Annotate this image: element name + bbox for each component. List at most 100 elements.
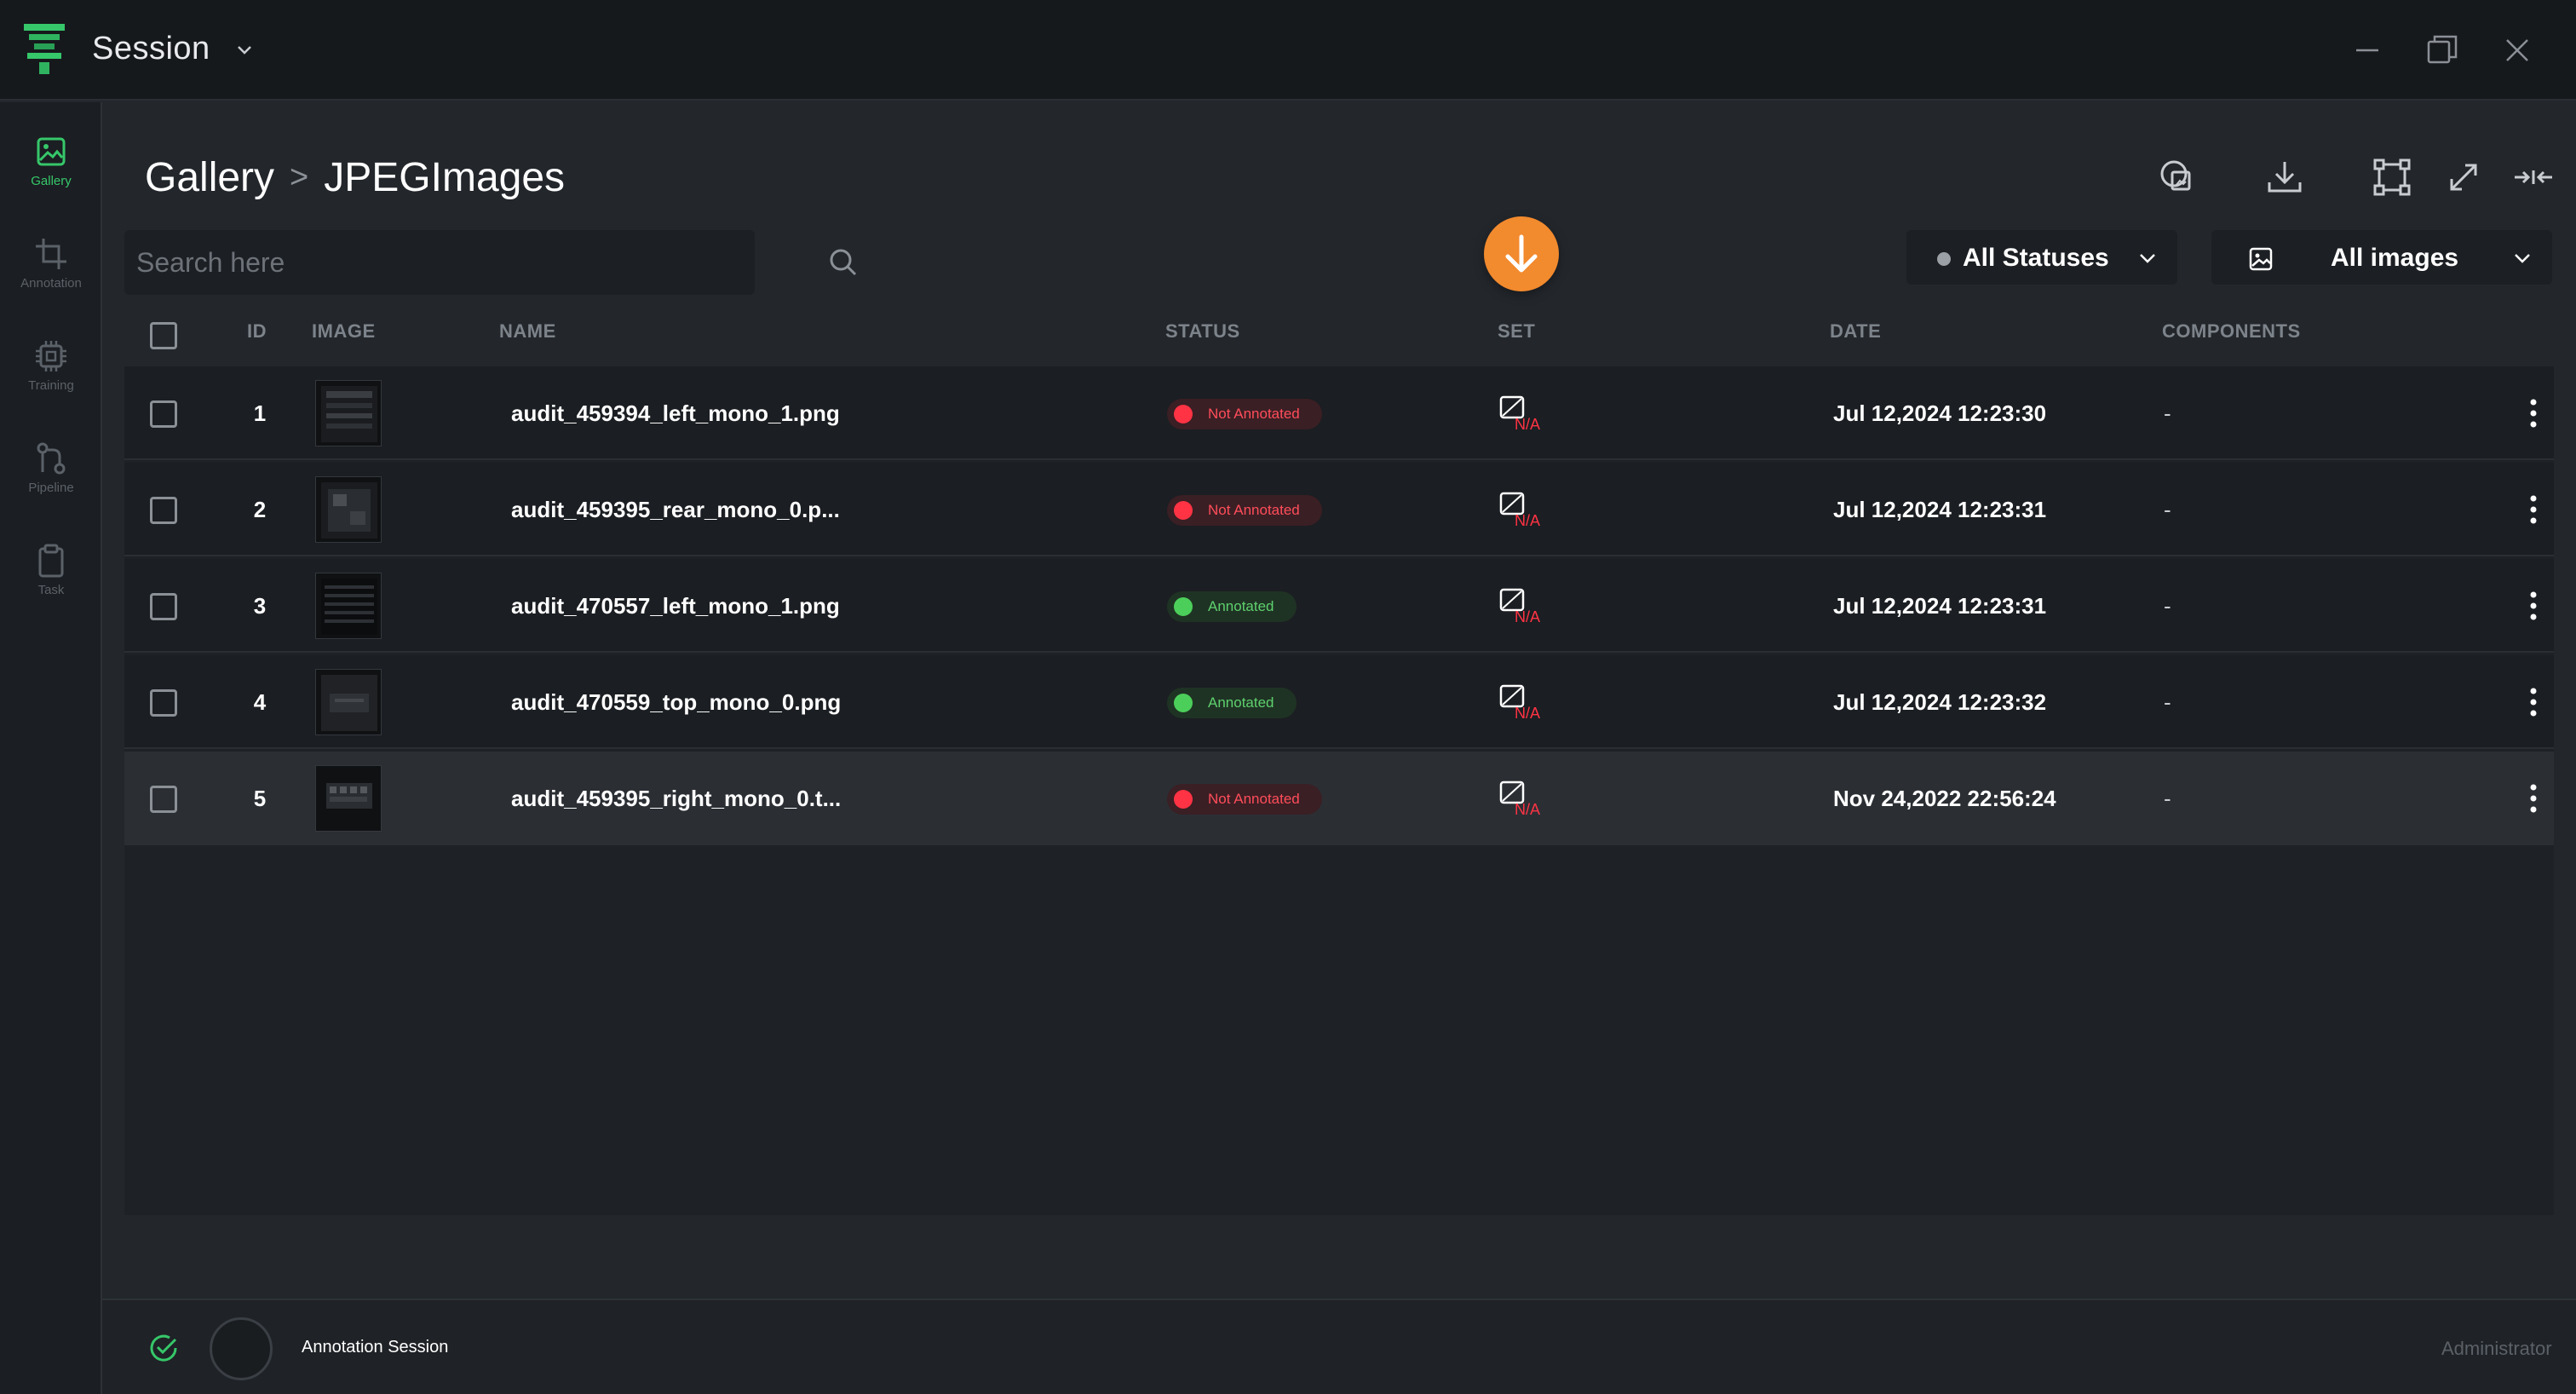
- status-filter-dropdown[interactable]: All Statuses: [1906, 230, 2177, 285]
- user-role: Administrator: [2441, 1338, 2552, 1359]
- sidebar-item-label: Training: [28, 378, 74, 393]
- sidebar-item-label: Pipeline: [28, 481, 74, 495]
- more-options-icon[interactable]: [2516, 585, 2550, 627]
- minimize-icon[interactable]: [2346, 29, 2389, 72]
- row-id: 5: [253, 785, 267, 811]
- pipeline-icon: [37, 442, 66, 475]
- more-options-icon[interactable]: [2516, 392, 2550, 435]
- image-thumbnail[interactable]: [315, 476, 382, 543]
- status-badge: Annotated: [1167, 688, 1297, 718]
- bounding-box-icon[interactable]: [2368, 153, 2416, 201]
- download-icon[interactable]: [2261, 153, 2309, 201]
- search-input[interactable]: [136, 230, 681, 295]
- status-filter-label: All Statuses: [1963, 244, 2109, 272]
- thumbnail-image: [321, 579, 377, 635]
- row-checkbox[interactable]: [150, 689, 177, 717]
- status-badge: Not Annotated: [1167, 784, 1322, 815]
- row-checkbox[interactable]: [150, 593, 177, 620]
- image-icon: [2249, 247, 2273, 271]
- row-id: 2: [253, 496, 267, 522]
- clipboard-icon: [38, 544, 64, 578]
- sidebar-item-task[interactable]: Task: [0, 533, 102, 627]
- collapse-icon[interactable]: [2510, 153, 2557, 201]
- column-header-id: ID: [247, 320, 267, 342]
- row-date: Jul 12,2024 12:23:30: [1833, 400, 2047, 426]
- row-checkbox[interactable]: [150, 400, 177, 428]
- avatar[interactable]: [210, 1317, 273, 1380]
- column-header-date: DATE: [1830, 320, 1882, 342]
- expand-icon[interactable]: [2440, 153, 2487, 201]
- image-thumbnail[interactable]: [315, 573, 382, 639]
- set-na-icon[interactable]: N/A: [1499, 779, 1545, 818]
- column-header-image: IMAGE: [312, 320, 376, 342]
- sidebar-item-training[interactable]: Training: [0, 329, 102, 423]
- session-name: Annotation Session: [302, 1338, 449, 1357]
- breadcrumb-separator: >: [290, 158, 309, 195]
- row-date: Jul 12,2024 12:23:31: [1833, 592, 2047, 619]
- image-thumbnail[interactable]: [315, 765, 382, 832]
- chip-icon: [36, 341, 66, 372]
- set-na-icon[interactable]: N/A: [1499, 394, 1545, 433]
- row-checkbox[interactable]: [150, 786, 177, 813]
- table-row[interactable]: 2 audit_459395_rear_mono_0.p... Not Anno…: [124, 463, 2554, 556]
- session-title: Session: [92, 31, 210, 66]
- row-id: 1: [253, 400, 267, 426]
- sidebar-item-annotation[interactable]: Annotation: [0, 227, 102, 320]
- column-header-name: NAME: [499, 320, 556, 342]
- crop-icon: [36, 239, 66, 269]
- select-all-checkbox[interactable]: [150, 322, 177, 349]
- row-checkbox[interactable]: [150, 497, 177, 524]
- image-thumbnail[interactable]: [315, 380, 382, 446]
- breadcrumb-current: JPEGImages: [324, 154, 566, 200]
- check-circle-icon: [150, 1334, 177, 1362]
- more-options-icon[interactable]: [2516, 681, 2550, 723]
- svg-text:N/A: N/A: [1515, 608, 1540, 625]
- search-icon[interactable]: [826, 245, 860, 279]
- search-box: [124, 230, 857, 295]
- file-name: audit_459395_rear_mono_0.p...: [511, 496, 840, 522]
- table-row[interactable]: 4 audit_470559_top_mono_0.png Annotated …: [124, 655, 2554, 749]
- set-na-icon[interactable]: N/A: [1499, 586, 1545, 625]
- image-thumbnail[interactable]: [315, 669, 382, 735]
- compare-images-icon[interactable]: [2153, 153, 2201, 201]
- svg-text:N/A: N/A: [1515, 705, 1540, 722]
- column-header-status: STATUS: [1165, 320, 1240, 342]
- sidebar-item-label: Gallery: [31, 174, 72, 188]
- scroll-down-button[interactable]: [1484, 216, 1559, 291]
- chevron-down-icon[interactable]: [232, 37, 257, 63]
- thumbnail-image: [321, 675, 377, 731]
- sidebar: Gallery Annotation Training Pipeline Tas…: [0, 102, 102, 1394]
- app-logo-icon: [24, 24, 65, 74]
- thumbnail-image: [321, 482, 377, 539]
- breadcrumb-root[interactable]: Gallery: [145, 154, 275, 200]
- more-options-icon[interactable]: [2516, 488, 2550, 531]
- file-name: audit_459395_right_mono_0.t...: [511, 785, 842, 811]
- status-badge: Not Annotated: [1167, 495, 1322, 526]
- row-components: -: [2164, 785, 2171, 811]
- chevron-down-icon: [2515, 254, 2530, 263]
- table-row[interactable]: 1 audit_459394_left_mono_1.png Not Annot…: [124, 366, 2554, 460]
- set-na-icon[interactable]: N/A: [1499, 683, 1545, 722]
- svg-text:N/A: N/A: [1515, 416, 1540, 433]
- sidebar-item-label: Annotation: [20, 276, 82, 291]
- row-id: 3: [253, 592, 267, 619]
- file-name: audit_459394_left_mono_1.png: [511, 400, 840, 426]
- restore-icon[interactable]: [2421, 29, 2464, 72]
- images-filter-label: All images: [2331, 244, 2459, 272]
- more-options-icon[interactable]: [2516, 777, 2550, 820]
- images-filter-dropdown[interactable]: All images: [2211, 230, 2552, 285]
- table-row[interactable]: 3 audit_470557_left_mono_1.png Annotated…: [124, 559, 2554, 653]
- set-na-icon[interactable]: N/A: [1499, 490, 1545, 529]
- row-components: -: [2164, 496, 2171, 522]
- svg-text:N/A: N/A: [1515, 801, 1540, 818]
- chevron-down-icon: [2140, 254, 2155, 263]
- sidebar-item-gallery[interactable]: Gallery: [0, 124, 102, 218]
- close-icon[interactable]: [2496, 29, 2539, 72]
- svg-text:N/A: N/A: [1515, 512, 1540, 529]
- thumbnail-image: [321, 771, 377, 827]
- sidebar-item-pipeline[interactable]: Pipeline: [0, 431, 102, 525]
- thumbnail-image: [321, 386, 377, 442]
- row-date: Jul 12,2024 12:23:31: [1833, 496, 2047, 522]
- table-row[interactable]: 5 audit_459395_right_mono_0.t... Not Ann…: [124, 752, 2554, 845]
- sidebar-item-label: Task: [37, 583, 65, 597]
